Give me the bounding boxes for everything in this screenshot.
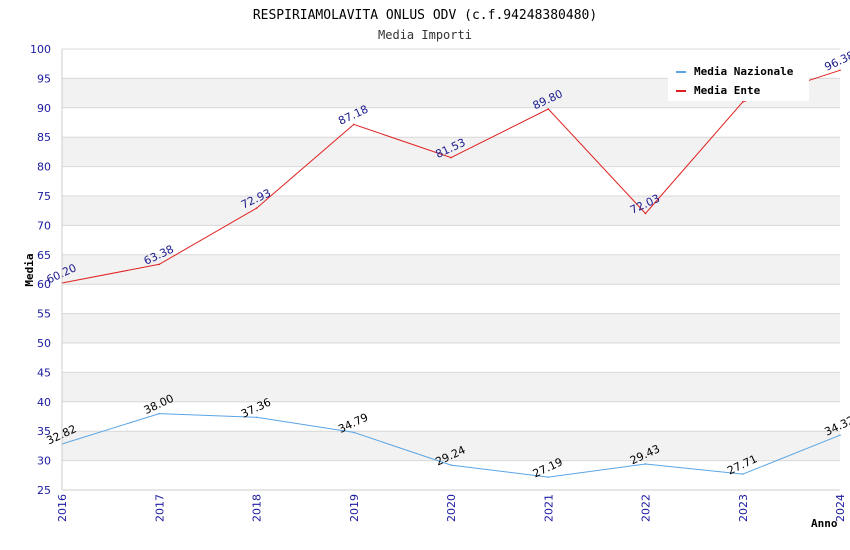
x-tick-label: 2024	[834, 494, 847, 522]
x-tick-label: 2021	[542, 494, 555, 522]
grid-band	[62, 372, 840, 402]
y-tick-label: 30	[37, 455, 51, 468]
x-tick-label: 2017	[153, 494, 166, 522]
x-tick-label: 2019	[348, 494, 361, 522]
data-point	[839, 69, 841, 72]
data-point	[352, 123, 355, 126]
data-point	[644, 212, 647, 215]
data-point	[450, 464, 452, 466]
y-tick-label: 100	[30, 43, 51, 56]
y-tick-label: 80	[37, 161, 51, 174]
chart-subtitle: Media Importi	[378, 28, 472, 42]
chart-grid	[62, 48, 840, 491]
data-point	[158, 263, 161, 266]
y-tick-label: 25	[37, 484, 51, 497]
data-point	[352, 431, 355, 434]
data-point	[547, 108, 550, 110]
data-point	[255, 416, 258, 419]
grid-band	[62, 254, 840, 285]
x-axis-label: Anno	[811, 517, 838, 530]
data-point	[158, 412, 161, 415]
data-point	[644, 463, 647, 465]
grid-band	[62, 313, 840, 343]
y-tick-label: 55	[37, 308, 51, 321]
legend-label-media-nazionale: Media Nazionale	[694, 65, 794, 78]
data-point	[450, 156, 452, 159]
legend-label-media-ente: Media Ente	[694, 84, 761, 97]
data-label: 96.38	[822, 49, 850, 74]
grid-band	[62, 196, 840, 226]
data-point	[741, 101, 744, 103]
data-point	[255, 207, 258, 209]
x-tick-label: 2018	[251, 494, 264, 522]
legend: Media Nazionale Media Ente	[668, 61, 809, 101]
y-tick-label: 85	[37, 131, 51, 144]
y-tick-label: 45	[37, 366, 51, 379]
data-point	[839, 434, 841, 436]
chart-title: RESPIRIAMOLAVITA ONLUS ODV (c.f.94248380…	[253, 8, 597, 23]
y-tick-label: 70	[37, 219, 51, 232]
data-point	[741, 473, 744, 475]
chart-bands	[62, 78, 840, 461]
x-tick-label: 2023	[737, 494, 750, 522]
y-axis-label: Media	[23, 253, 36, 286]
y-tick-label: 75	[37, 190, 51, 203]
y-tick-label: 65	[37, 249, 51, 262]
grid-band	[62, 137, 840, 167]
chart-axes: 25 30 35 40 45 50 55 60 65 70 75 80 85 90 95 100 2016 201…	[30, 43, 847, 522]
data-point	[547, 476, 550, 478]
y-tick-label: 40	[37, 396, 51, 409]
legend-box	[668, 61, 809, 101]
grid-band	[62, 431, 840, 461]
y-tick-label: 35	[37, 425, 51, 438]
x-tick-label: 2016	[56, 494, 69, 522]
y-tick-label: 60	[37, 278, 51, 291]
y-tick-label: 50	[37, 337, 51, 350]
x-tick-label: 2022	[640, 494, 653, 522]
y-tick-label: 95	[37, 72, 51, 85]
y-tick-label: 90	[37, 102, 51, 115]
x-tick-label: 2020	[445, 494, 458, 522]
